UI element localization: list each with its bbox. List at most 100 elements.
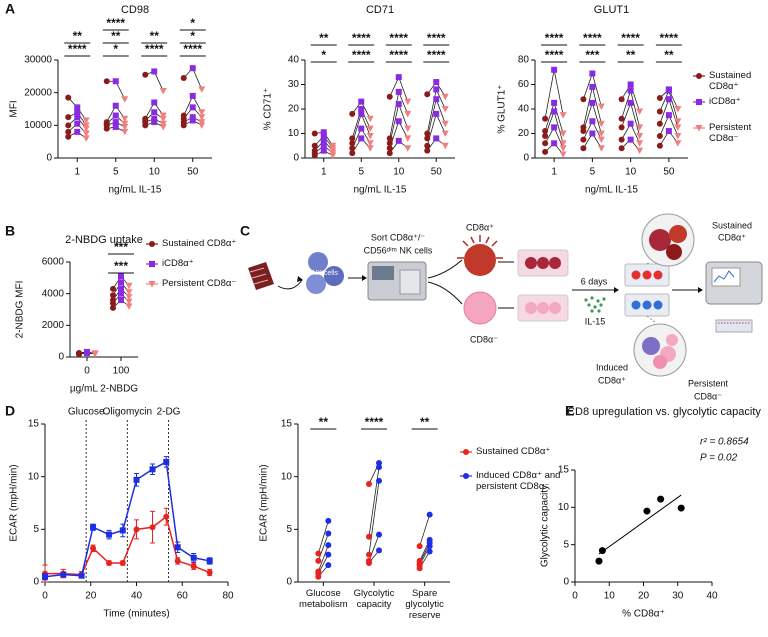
diagram-label: CD8α⁺ [598, 375, 626, 385]
point [595, 557, 603, 565]
marker [125, 282, 133, 290]
marker [656, 142, 663, 149]
significance: **** [427, 31, 446, 45]
x-tick-label: 30 [672, 591, 684, 602]
marker [198, 114, 206, 121]
marker [433, 79, 440, 86]
y-tick-label: 5 [33, 524, 39, 535]
significance: * [113, 42, 118, 56]
diagram-label: Sort CD8α⁺/⁻ [371, 232, 425, 242]
x-tick-label: 1 [321, 167, 327, 178]
marker [84, 349, 90, 356]
marker [110, 292, 116, 299]
significance: *** [585, 48, 599, 62]
marker [149, 466, 156, 473]
panel-label: C [240, 223, 250, 239]
significance: ** [150, 29, 160, 43]
marker [404, 98, 412, 106]
significance: **** [145, 42, 164, 56]
marker [366, 140, 374, 147]
marker [315, 568, 322, 575]
significance: ** [319, 31, 329, 45]
marker [463, 473, 469, 479]
significance: *** [114, 259, 128, 273]
marker [441, 106, 449, 113]
y-tick-label: 0 [523, 153, 529, 164]
marker [618, 115, 625, 122]
y-axis-label: ECAR (mpH/min) [9, 464, 20, 541]
y-tick-label: 20 [288, 104, 300, 115]
marker [118, 285, 124, 292]
marker [189, 65, 196, 72]
marker [320, 142, 327, 149]
panel-label: D [5, 403, 15, 419]
y-tick-label: 0 [33, 577, 39, 588]
marker [696, 73, 702, 79]
significance: **** [621, 31, 640, 45]
marker [198, 119, 206, 126]
significance: **** [352, 48, 371, 62]
marker [441, 93, 449, 101]
marker [119, 527, 126, 534]
marker [426, 548, 433, 555]
marker [118, 279, 124, 286]
series-line [44, 460, 210, 578]
x-tick-label-box: Spare glycolytic reserve [405, 588, 444, 621]
marker [151, 115, 158, 122]
marker [386, 145, 393, 152]
marker [60, 571, 67, 578]
marker [665, 112, 672, 119]
chart-title: CD98 [121, 4, 149, 16]
x-tick-label: 10 [625, 167, 637, 178]
marker [198, 109, 206, 116]
marker [42, 573, 48, 580]
marker [74, 114, 81, 121]
legend-label-box: Induced CD8α⁺ and persistent CD8α⁻ [476, 470, 561, 492]
marker [349, 140, 356, 147]
marker [366, 125, 374, 133]
marker [426, 536, 433, 543]
marker [189, 92, 196, 99]
significance: ** [111, 29, 121, 43]
marker [325, 530, 332, 537]
marker [551, 66, 558, 73]
x-tick-label: 40 [706, 591, 718, 602]
marker [311, 130, 318, 137]
marker [151, 68, 158, 75]
marker [656, 94, 663, 101]
marker [103, 78, 110, 85]
marker [580, 124, 587, 131]
y-tick-label: 10 [558, 502, 570, 513]
legend-label: iCD8α⁺ [162, 258, 194, 269]
marker [149, 261, 155, 267]
marker [159, 120, 167, 128]
marker [589, 70, 596, 77]
donor-line [368, 467, 380, 537]
x-tick-label: 80 [222, 591, 234, 602]
x-tick-label: 10 [393, 167, 405, 178]
marker [119, 560, 126, 567]
marker [112, 123, 119, 130]
marker [636, 132, 644, 140]
marker [636, 140, 644, 147]
legend-label-box: Persistent CD8α⁻ [709, 122, 751, 144]
marker [91, 350, 99, 358]
y-tick-label: 30000 [24, 55, 52, 66]
marker [404, 125, 412, 133]
legend-label: Induced CD8α⁺ and persistent CD8α⁻ [476, 470, 561, 492]
arrow-head [297, 276, 303, 282]
marker [329, 142, 337, 150]
x-tick-label: 50 [431, 167, 443, 178]
marker [580, 136, 587, 143]
x-tick-label: 0 [572, 591, 578, 602]
x-tick-label: 5 [590, 167, 596, 178]
y-tick-label: 0 [293, 153, 299, 164]
x-tick-label: 0 [84, 366, 90, 377]
marker [159, 88, 167, 95]
marker [695, 125, 703, 132]
marker [416, 557, 423, 564]
marker [665, 86, 672, 93]
marker [349, 135, 356, 142]
diagram-label: IL-15 [585, 316, 606, 326]
marker [315, 550, 322, 557]
